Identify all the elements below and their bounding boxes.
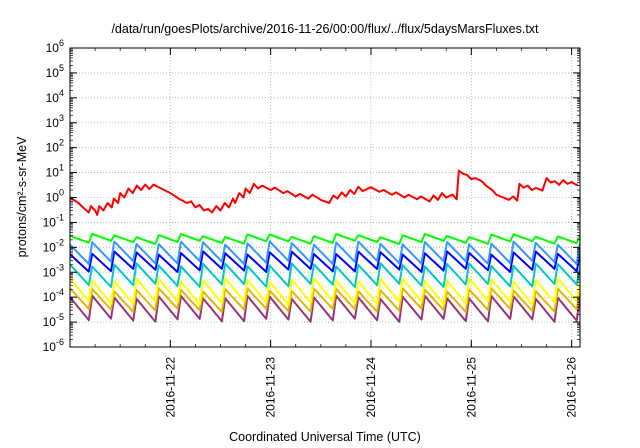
series-line — [70, 232, 580, 245]
y-axis: 10-6 10-5 10-4 10-3 10-2 10-1 100 101 102 103 104 1… — [43, 38, 580, 354]
x-tick-label: 2016-11-24 — [364, 357, 378, 418]
x-tick-label: 2016-11-23 — [264, 357, 278, 418]
series-line — [70, 240, 580, 266]
x-axis: 2016-11-22 2016-11-23 2016-11-24 2016-11-25… — [69, 48, 579, 418]
x-tick-label: 2016-11-26 — [565, 357, 579, 418]
y-tick-label: 10-3 — [43, 262, 64, 279]
chart-title: /data/run/goesPlots/archive/2016-11-26/0… — [111, 22, 539, 36]
y-tick-label: 10-2 — [43, 237, 64, 254]
x-axis-label: Coordinated Universal Time (UTC) — [229, 430, 421, 444]
y-tick-label: 105 — [46, 63, 64, 80]
series-line — [70, 169, 578, 216]
y-tick-label: 10-1 — [43, 212, 64, 229]
series-line — [70, 277, 580, 306]
y-tick-label: 10-5 — [43, 312, 64, 329]
series-line — [70, 250, 580, 273]
y-tick-label: 106 — [46, 38, 64, 55]
series-line — [70, 262, 580, 288]
series-line — [70, 287, 580, 313]
series-group — [70, 169, 580, 323]
y-tick-label: 103 — [46, 113, 64, 130]
y-tick-label: 100 — [46, 188, 64, 205]
x-tick-label: 2016-11-22 — [163, 357, 177, 418]
y-tick-label: 101 — [46, 163, 64, 180]
y-tick-label: 10-6 — [43, 337, 64, 354]
y-tick-label: 104 — [46, 88, 64, 105]
y-tick-label: 10-4 — [43, 287, 64, 304]
series-line — [70, 294, 580, 323]
y-tick-label: 102 — [46, 138, 64, 155]
y-axis-label: protons/cm²-s-sr-MeV — [15, 136, 29, 258]
grid — [70, 48, 580, 347]
x-tick-label: 2016-11-25 — [464, 357, 478, 418]
